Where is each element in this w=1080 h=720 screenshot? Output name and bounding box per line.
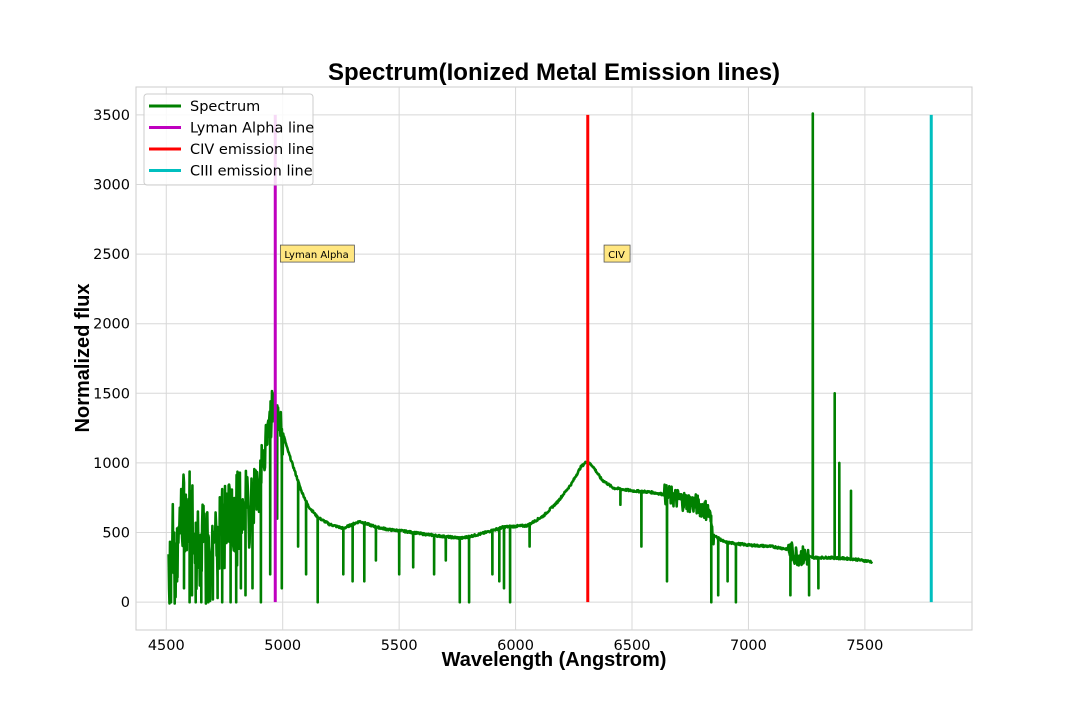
annotation-civ: CIV: [603, 244, 631, 263]
y-axis-ticks: 0 500 1000 1500 2000 2500 3000 3500: [93, 108, 130, 611]
y-tick-label: 1000: [93, 456, 130, 472]
x-tick-label: 7500: [846, 638, 883, 654]
x-axis-ticks: 4500 5000 5500 6000 6500 7000 7500: [148, 638, 884, 654]
legend-entry: Spectrum: [190, 99, 260, 115]
legend-entry: CIV emission line: [190, 142, 314, 158]
plot-area: [167, 112, 933, 605]
annotation-text: CIV: [608, 250, 625, 261]
annotations: Lyman Alpha CIV: [279, 244, 631, 263]
y-tick-label: 1500: [93, 386, 130, 402]
legend-entry: Lyman Alpha line: [190, 121, 314, 137]
legend: Spectrum Lyman Alpha line CIV emission lin…: [143, 93, 314, 186]
chart-title: Spectrum(Ionized Metal Emission lines): [328, 59, 780, 86]
annotation-lyman-alpha: Lyman Alpha: [279, 244, 355, 263]
y-tick-label: 2500: [93, 247, 130, 263]
y-tick-label: 500: [102, 526, 130, 542]
plot-frame: [135, 86, 973, 631]
y-axis-label: Normalized flux: [72, 284, 94, 433]
y-tick-label: 0: [121, 595, 130, 611]
x-tick-label: 5000: [264, 638, 301, 654]
x-tick-label: 4500: [148, 638, 185, 654]
x-tick-label: 6000: [497, 638, 534, 654]
spectrum-line: [167, 112, 874, 605]
y-tick-label: 2000: [93, 317, 130, 333]
legend-entry: CIII emission line: [190, 164, 313, 180]
y-tick-label: 3500: [93, 108, 130, 124]
legend-box: [143, 93, 314, 186]
x-tick-label: 7000: [730, 638, 767, 654]
annotation-text: Lyman Alpha: [284, 250, 348, 261]
x-tick-label: 5500: [381, 638, 418, 654]
x-axis-label: Wavelength (Angstrom): [442, 649, 667, 671]
annotation-box: [603, 244, 631, 263]
y-tick-label: 3000: [93, 177, 130, 193]
annotation-box: [279, 244, 355, 263]
x-tick-label: 6500: [614, 638, 651, 654]
